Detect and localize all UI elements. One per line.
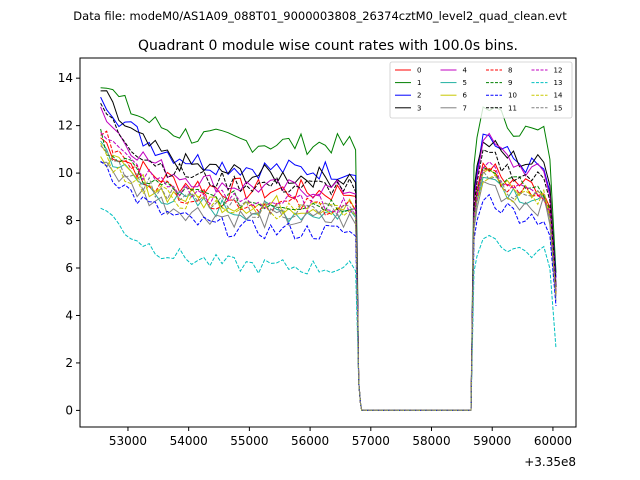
chart-title: Quadrant 0 module wise count rates with … <box>138 38 518 54</box>
legend-label-7: 7 <box>463 104 467 112</box>
legend-label-5: 5 <box>463 79 467 87</box>
y-tick-label: 14 <box>58 71 73 85</box>
x-tick-label: 54000 <box>170 434 208 448</box>
legend-label-2: 2 <box>417 92 421 100</box>
legend-label-10: 10 <box>508 92 517 100</box>
x-offset-label: +3.35e8 <box>524 455 576 469</box>
x-tick-label: 57000 <box>352 434 390 448</box>
series-line-10 <box>100 160 557 411</box>
x-tick-label: 55000 <box>230 434 268 448</box>
legend-label-13: 13 <box>554 79 563 87</box>
figure-suptitle: Data file: modeM0/AS1A09_088T01_90000038… <box>73 9 567 23</box>
legend-label-11: 11 <box>508 104 517 112</box>
plot-frame <box>79 57 577 428</box>
y-tick-label: 10 <box>58 166 73 180</box>
x-tick-label: 59000 <box>473 434 511 448</box>
legend-label-15: 15 <box>554 104 563 112</box>
series-line-15 <box>100 145 557 411</box>
series-line-7 <box>100 161 557 411</box>
y-axis: 0 2 4 6 8 10 12 14 <box>58 71 80 417</box>
plot-area <box>80 58 576 427</box>
y-tick-label: 2 <box>65 356 73 370</box>
y-tick-label: 6 <box>65 261 73 275</box>
x-tick-label: 53000 <box>109 434 147 448</box>
legend-label-14: 14 <box>554 92 563 100</box>
x-tick-label: 56000 <box>291 434 329 448</box>
series-line-3 <box>100 90 557 411</box>
y-tick-label: 0 <box>65 403 73 417</box>
series-layer <box>100 87 557 411</box>
series-line-2 <box>100 96 557 411</box>
legend-label-1: 1 <box>417 79 421 87</box>
legend-label-8: 8 <box>508 67 512 75</box>
series-line-0 <box>100 137 557 411</box>
x-axis: 53000 54000 55000 56000 57000 58000 59000 60000 <box>109 427 572 448</box>
series-line-11 <box>100 102 557 411</box>
legend-label-6: 6 <box>463 92 468 100</box>
legend-box <box>389 61 573 119</box>
x-tick-label: 58000 <box>412 434 450 448</box>
legend-label-9: 9 <box>508 79 512 87</box>
y-tick-label: 8 <box>65 214 73 228</box>
y-tick-label: 12 <box>58 119 73 133</box>
x-tick-label: 60000 <box>534 434 572 448</box>
legend-label-4: 4 <box>463 67 468 75</box>
legend-label-12: 12 <box>554 67 563 75</box>
legend-label-0: 0 <box>417 67 421 75</box>
series-line-8 <box>100 130 557 411</box>
legend-label-3: 3 <box>417 104 421 112</box>
series-line-1 <box>100 87 557 411</box>
series-line-12 <box>100 132 557 411</box>
y-tick-label: 4 <box>65 308 73 322</box>
